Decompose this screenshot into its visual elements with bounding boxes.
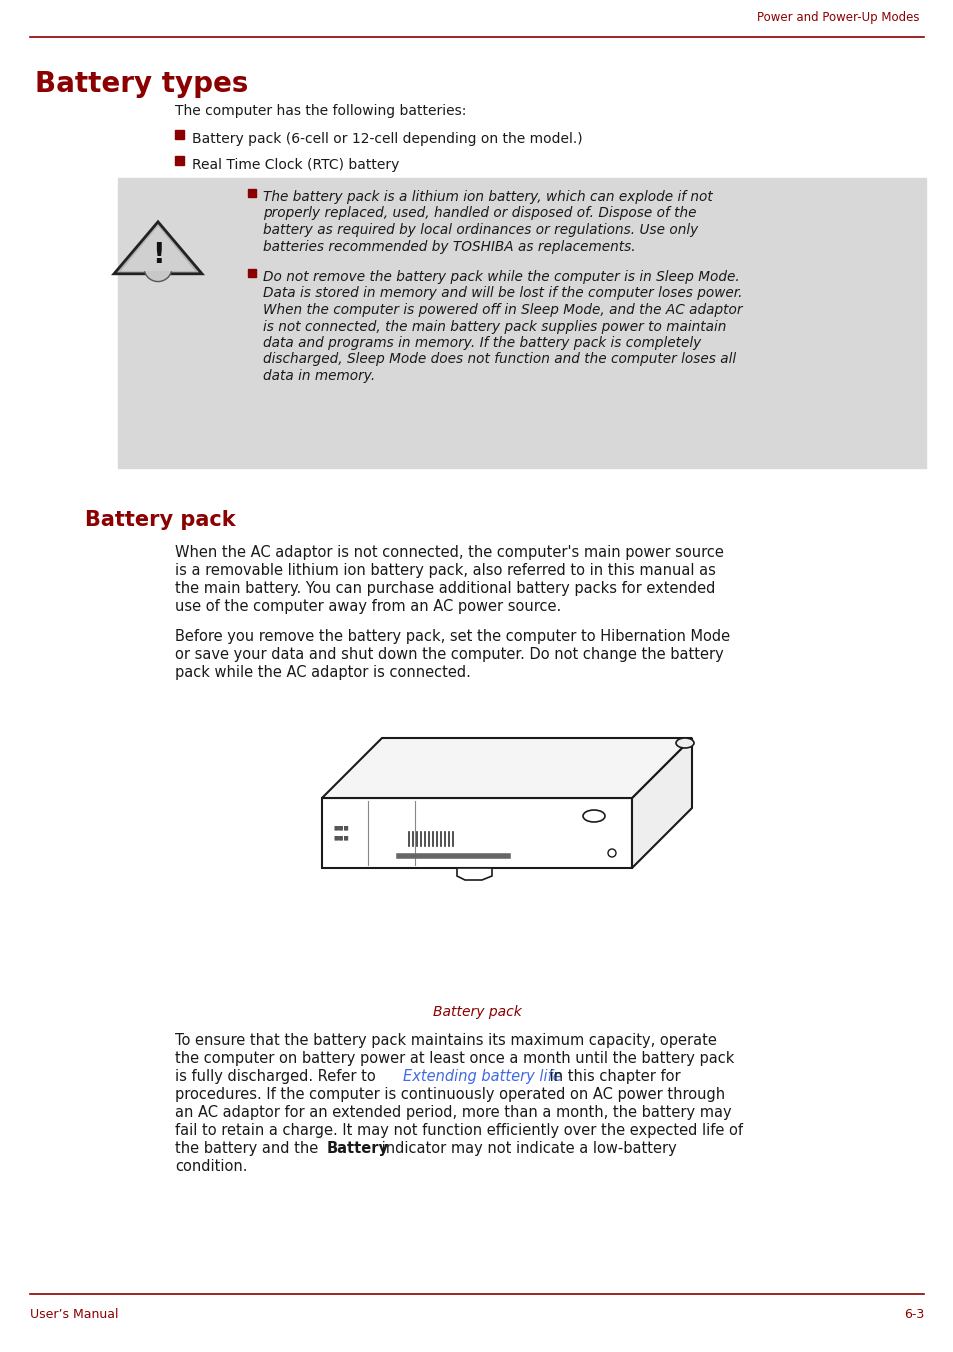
Text: When the AC adaptor is not connected, the computer's main power source: When the AC adaptor is not connected, th… xyxy=(174,545,723,560)
Ellipse shape xyxy=(582,810,604,822)
Text: is fully discharged. Refer to: is fully discharged. Refer to xyxy=(174,1069,380,1084)
Text: Power and Power-Up Modes: Power and Power-Up Modes xyxy=(757,11,919,24)
Text: properly replaced, used, handled or disposed of. Dispose of the: properly replaced, used, handled or disp… xyxy=(263,207,696,220)
Text: or save your data and shut down the computer. Do not change the battery: or save your data and shut down the comp… xyxy=(174,648,723,662)
Polygon shape xyxy=(120,226,195,272)
Text: Data is stored in memory and will be lost if the computer loses power.: Data is stored in memory and will be los… xyxy=(263,287,741,300)
Circle shape xyxy=(144,254,172,281)
Text: the computer on battery power at least once a month until the battery pack: the computer on battery power at least o… xyxy=(174,1051,734,1065)
Text: To ensure that the battery pack maintains its maximum capacity, operate: To ensure that the battery pack maintain… xyxy=(174,1033,716,1048)
Text: is not connected, the main battery pack supplies power to maintain: is not connected, the main battery pack … xyxy=(263,319,725,334)
Text: ■■■: ■■■ xyxy=(334,836,350,841)
Circle shape xyxy=(607,849,616,857)
Text: data and programs in memory. If the battery pack is completely: data and programs in memory. If the batt… xyxy=(263,337,700,350)
Text: Real Time Clock (RTC) battery: Real Time Clock (RTC) battery xyxy=(192,158,399,172)
Text: fail to retain a charge. It may not function efficiently over the expected life : fail to retain a charge. It may not func… xyxy=(174,1124,742,1138)
Text: ■■■: ■■■ xyxy=(334,826,350,830)
Text: Battery: Battery xyxy=(327,1141,389,1156)
Text: Battery pack: Battery pack xyxy=(432,1005,521,1019)
Polygon shape xyxy=(322,798,631,868)
Text: the main battery. You can purchase additional battery packs for extended: the main battery. You can purchase addit… xyxy=(174,581,715,596)
Text: 6-3: 6-3 xyxy=(902,1307,923,1321)
Text: condition.: condition. xyxy=(174,1159,247,1174)
Polygon shape xyxy=(322,738,691,798)
Text: in this chapter for: in this chapter for xyxy=(544,1069,679,1084)
Text: the battery and the: the battery and the xyxy=(174,1141,322,1156)
Ellipse shape xyxy=(676,738,693,748)
Text: indicator may not indicate a low-battery: indicator may not indicate a low-battery xyxy=(376,1141,676,1156)
Text: data in memory.: data in memory. xyxy=(263,369,375,383)
Text: The battery pack is a lithium ion battery, which can explode if not: The battery pack is a lithium ion batter… xyxy=(263,191,712,204)
Bar xyxy=(118,178,925,468)
Polygon shape xyxy=(631,738,691,868)
Text: Battery pack (6-cell or 12-cell depending on the model.): Battery pack (6-cell or 12-cell dependin… xyxy=(192,132,582,146)
Polygon shape xyxy=(113,222,202,274)
Text: batteries recommended by TOSHIBA as replacements.: batteries recommended by TOSHIBA as repl… xyxy=(263,239,635,254)
Text: !: ! xyxy=(152,241,164,269)
Text: procedures. If the computer is continuously operated on AC power through: procedures. If the computer is continuou… xyxy=(174,1087,724,1102)
Bar xyxy=(248,269,255,277)
Text: Battery types: Battery types xyxy=(35,70,248,97)
Text: battery as required by local ordinances or regulations. Use only: battery as required by local ordinances … xyxy=(263,223,698,237)
Text: an AC adaptor for an extended period, more than a month, the battery may: an AC adaptor for an extended period, mo… xyxy=(174,1105,731,1119)
Text: When the computer is powered off in Sleep Mode, and the AC adaptor: When the computer is powered off in Slee… xyxy=(263,303,741,316)
Text: pack while the AC adaptor is connected.: pack while the AC adaptor is connected. xyxy=(174,665,471,680)
Bar xyxy=(248,189,255,197)
Bar xyxy=(174,155,184,165)
Polygon shape xyxy=(456,868,492,880)
Text: The computer has the following batteries:: The computer has the following batteries… xyxy=(174,104,466,118)
Text: discharged, Sleep Mode does not function and the computer loses all: discharged, Sleep Mode does not function… xyxy=(263,353,736,366)
Text: Do not remove the battery pack while the computer is in Sleep Mode.: Do not remove the battery pack while the… xyxy=(263,270,739,284)
Text: Extending battery life: Extending battery life xyxy=(402,1069,561,1084)
Text: User’s Manual: User’s Manual xyxy=(30,1307,118,1321)
Text: Before you remove the battery pack, set the computer to Hibernation Mode: Before you remove the battery pack, set … xyxy=(174,629,729,644)
Bar xyxy=(174,130,184,139)
Text: is a removable lithium ion battery pack, also referred to in this manual as: is a removable lithium ion battery pack,… xyxy=(174,562,715,579)
Text: use of the computer away from an AC power source.: use of the computer away from an AC powe… xyxy=(174,599,560,614)
Text: Battery pack: Battery pack xyxy=(85,510,235,530)
